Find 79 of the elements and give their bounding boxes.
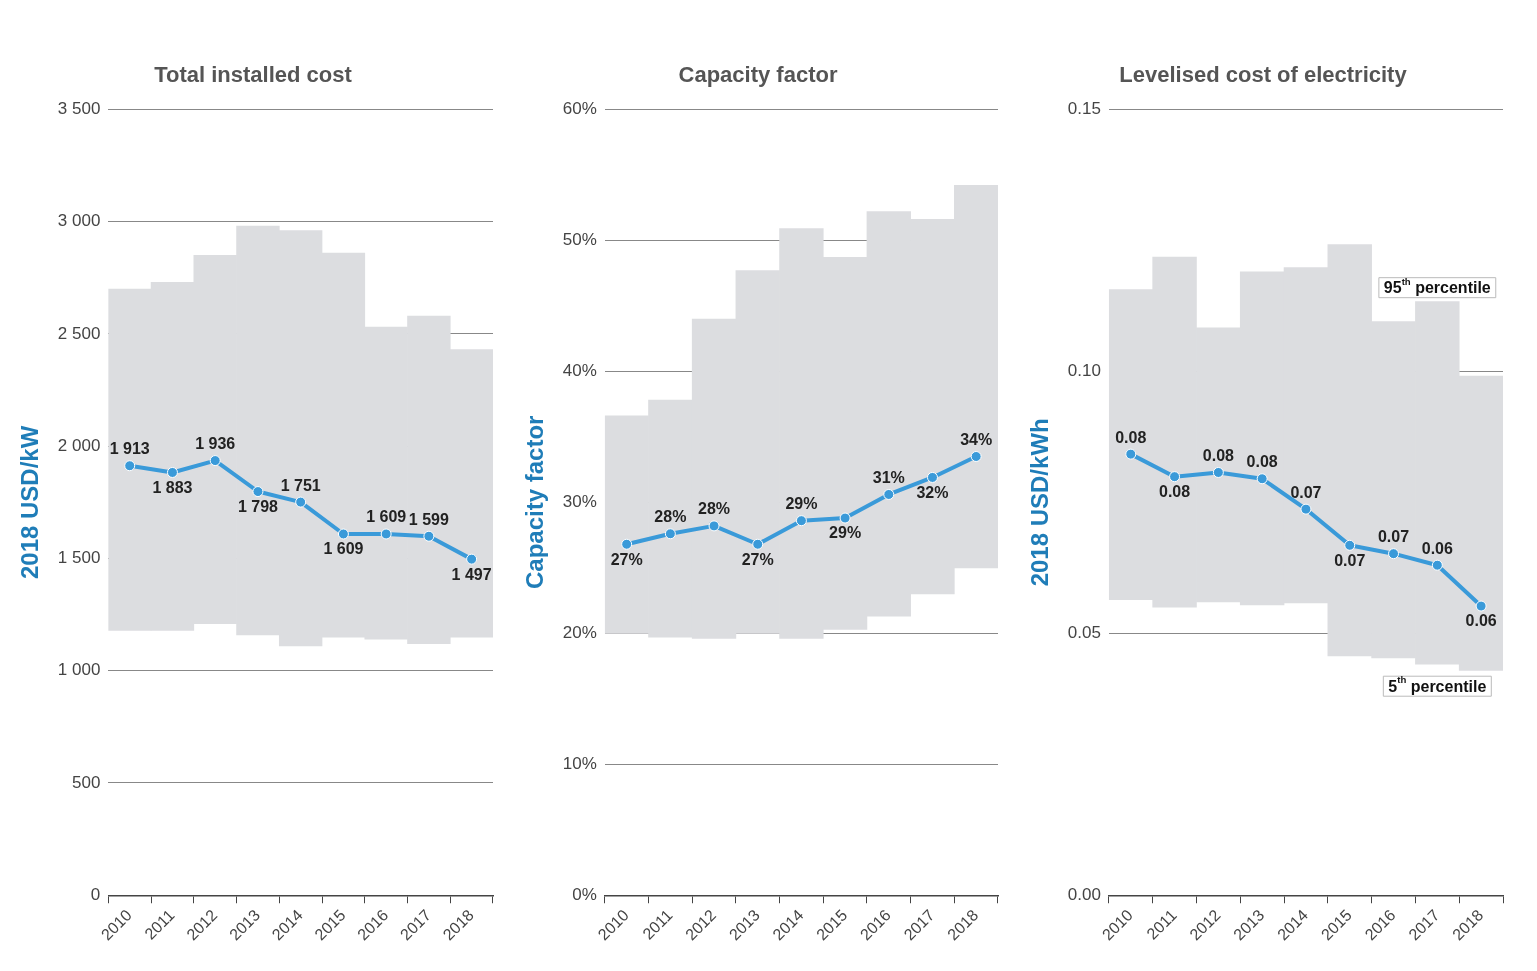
point bbox=[708, 520, 720, 532]
data-label: 31% bbox=[872, 468, 905, 486]
point bbox=[295, 496, 307, 508]
y-tick-label: 30% bbox=[562, 492, 597, 512]
data-label: 0.06 bbox=[1465, 612, 1497, 630]
point bbox=[423, 530, 435, 542]
data-label: 1 497 bbox=[451, 565, 492, 583]
data-label: 27% bbox=[741, 550, 774, 568]
y-tick-label: 2 500 bbox=[57, 323, 101, 343]
data-label: 0.08 bbox=[1202, 446, 1235, 464]
point bbox=[1212, 466, 1224, 478]
data-label: 29% bbox=[785, 495, 818, 513]
y-tick-label: 60% bbox=[562, 99, 597, 119]
y-tick-label: 40% bbox=[562, 361, 597, 381]
point bbox=[970, 450, 982, 462]
point bbox=[124, 460, 136, 472]
chart-title: Capacity factor bbox=[678, 62, 838, 88]
y-tick-label: 1 500 bbox=[57, 548, 101, 568]
y-tick-label: 50% bbox=[562, 230, 597, 250]
chart-title: Total installed cost bbox=[154, 62, 353, 88]
point bbox=[1256, 473, 1268, 485]
y-tick-label: 1 000 bbox=[57, 660, 101, 680]
point bbox=[752, 538, 764, 550]
point bbox=[1475, 600, 1487, 612]
point bbox=[380, 528, 392, 540]
data-label: 27% bbox=[610, 550, 643, 568]
data-label: 1 599 bbox=[408, 510, 450, 528]
y-tick-label: 0 bbox=[90, 884, 101, 904]
point bbox=[926, 471, 938, 483]
y-axis-title: 2018 USD/kW bbox=[16, 425, 44, 580]
point bbox=[621, 538, 633, 550]
data-label: 0.08 bbox=[1246, 453, 1278, 471]
data-label: 29% bbox=[829, 524, 862, 542]
data-label: 1 798 bbox=[237, 497, 279, 515]
point bbox=[664, 528, 676, 540]
data-label: 32% bbox=[916, 483, 949, 501]
chart-title: Levelised cost of electricity bbox=[1119, 62, 1408, 88]
y-tick-label: 2 000 bbox=[57, 435, 101, 455]
data-label: 0.07 bbox=[1334, 551, 1366, 569]
point bbox=[1125, 448, 1137, 460]
y-axis-title: 2018 USD/kWh bbox=[1026, 418, 1054, 587]
point bbox=[1431, 559, 1443, 571]
point bbox=[1344, 539, 1356, 551]
point bbox=[166, 466, 178, 478]
y-tick-label: 3 000 bbox=[57, 211, 101, 231]
y-axis-title: Capacity factor bbox=[521, 415, 549, 590]
data-label: 0.08 bbox=[1159, 483, 1191, 501]
data-label: 1 609 bbox=[366, 508, 407, 526]
point bbox=[1300, 503, 1312, 515]
y-tick-label: 3 500 bbox=[57, 99, 101, 119]
point bbox=[1169, 471, 1181, 483]
y-tick-label: 0% bbox=[572, 884, 597, 904]
data-label: 1 609 bbox=[323, 540, 364, 558]
point bbox=[337, 528, 349, 540]
data-label: 0.07 bbox=[1377, 528, 1410, 546]
data-label: 34% bbox=[960, 430, 993, 448]
point bbox=[466, 553, 478, 565]
data-label: 0.06 bbox=[1421, 539, 1453, 557]
point bbox=[883, 488, 895, 500]
y-tick-label: 500 bbox=[71, 772, 101, 792]
data-label: 1 936 bbox=[195, 434, 236, 452]
y-tick-label: 10% bbox=[562, 753, 597, 773]
y-tick-label: 20% bbox=[562, 622, 597, 642]
y-tick-label: 0.15 bbox=[1067, 99, 1101, 119]
data-label: 1 913 bbox=[109, 440, 150, 458]
data-label: 28% bbox=[654, 508, 687, 526]
point bbox=[209, 455, 221, 467]
y-tick-label: 0.10 bbox=[1067, 361, 1101, 381]
point bbox=[795, 515, 807, 527]
data-label: 0.08 bbox=[1115, 428, 1147, 446]
point bbox=[839, 512, 851, 524]
point bbox=[1388, 548, 1400, 560]
point bbox=[252, 486, 264, 498]
data-label: 1 751 bbox=[280, 476, 321, 494]
data-label: 28% bbox=[698, 500, 731, 518]
y-tick-label: 0.05 bbox=[1067, 622, 1101, 642]
data-label: 0.07 bbox=[1290, 483, 1322, 501]
data-label: 1 883 bbox=[152, 478, 193, 496]
y-tick-label: 0.00 bbox=[1067, 884, 1101, 904]
